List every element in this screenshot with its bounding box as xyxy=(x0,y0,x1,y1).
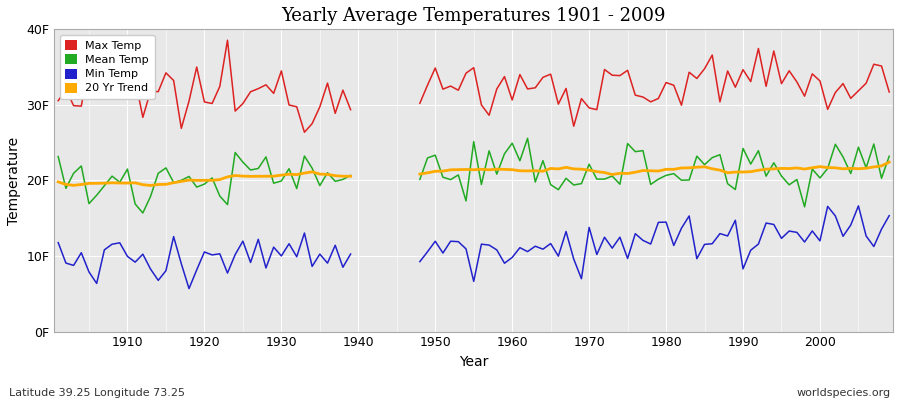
Title: Yearly Average Temperatures 1901 - 2009: Yearly Average Temperatures 1901 - 2009 xyxy=(282,7,666,25)
X-axis label: Year: Year xyxy=(459,355,489,369)
Legend: Max Temp, Mean Temp, Min Temp, 20 Yr Trend: Max Temp, Mean Temp, Min Temp, 20 Yr Tre… xyxy=(60,35,155,99)
Y-axis label: Temperature: Temperature xyxy=(7,136,21,224)
Text: Latitude 39.25 Longitude 73.25: Latitude 39.25 Longitude 73.25 xyxy=(9,388,185,398)
Text: worldspecies.org: worldspecies.org xyxy=(796,388,891,398)
